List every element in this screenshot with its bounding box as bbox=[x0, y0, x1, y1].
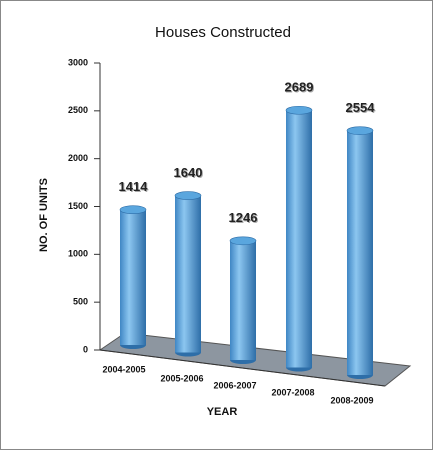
value-label-shadow: 2689 bbox=[286, 81, 315, 96]
bar bbox=[175, 195, 201, 353]
x-tick-label: 2004-2005 bbox=[102, 364, 145, 374]
value-label: 2689 bbox=[285, 80, 314, 95]
x-tick-label: 2008-2009 bbox=[330, 395, 373, 405]
y-tick-label: 1500 bbox=[68, 201, 88, 211]
x-tick-label: 2006-2007 bbox=[213, 380, 256, 390]
bar bbox=[286, 110, 312, 368]
y-tick-label: 1000 bbox=[68, 249, 88, 259]
bar bbox=[120, 209, 146, 345]
x-axis bbox=[99, 349, 386, 387]
value-label-shadow: 1414 bbox=[120, 180, 150, 195]
y-tick-label: 2000 bbox=[68, 153, 88, 163]
y-axis-label: NO. OF UNITS bbox=[38, 178, 50, 252]
bar-top bbox=[119, 205, 147, 215]
value-label-shadow: 2554 bbox=[347, 101, 377, 116]
bar bbox=[347, 130, 373, 375]
value-label-shadow: 1640 bbox=[175, 166, 204, 181]
y-tick-label: 3000 bbox=[68, 57, 88, 67]
chart-title: Houses Constructed bbox=[155, 24, 291, 41]
bar-top bbox=[285, 105, 313, 115]
bar-top bbox=[174, 191, 202, 200]
value-label: 1640 bbox=[174, 165, 203, 180]
y-tick-label: 0 bbox=[83, 344, 88, 354]
value-label: 1246 bbox=[229, 210, 258, 225]
bar-top bbox=[229, 236, 257, 246]
value-label: 2554 bbox=[346, 100, 376, 115]
y-tick-label: 500 bbox=[73, 297, 88, 307]
bar bbox=[230, 240, 256, 360]
y-tick-label: 2500 bbox=[68, 105, 88, 115]
value-label-shadow: 1246 bbox=[230, 211, 259, 226]
x-tick-label: 2007-2008 bbox=[271, 387, 314, 397]
x-tick-label: 2005-2006 bbox=[160, 373, 203, 383]
bar-top bbox=[346, 126, 374, 135]
x-axis-label: YEAR bbox=[207, 406, 238, 418]
value-label: 1414 bbox=[119, 179, 149, 194]
